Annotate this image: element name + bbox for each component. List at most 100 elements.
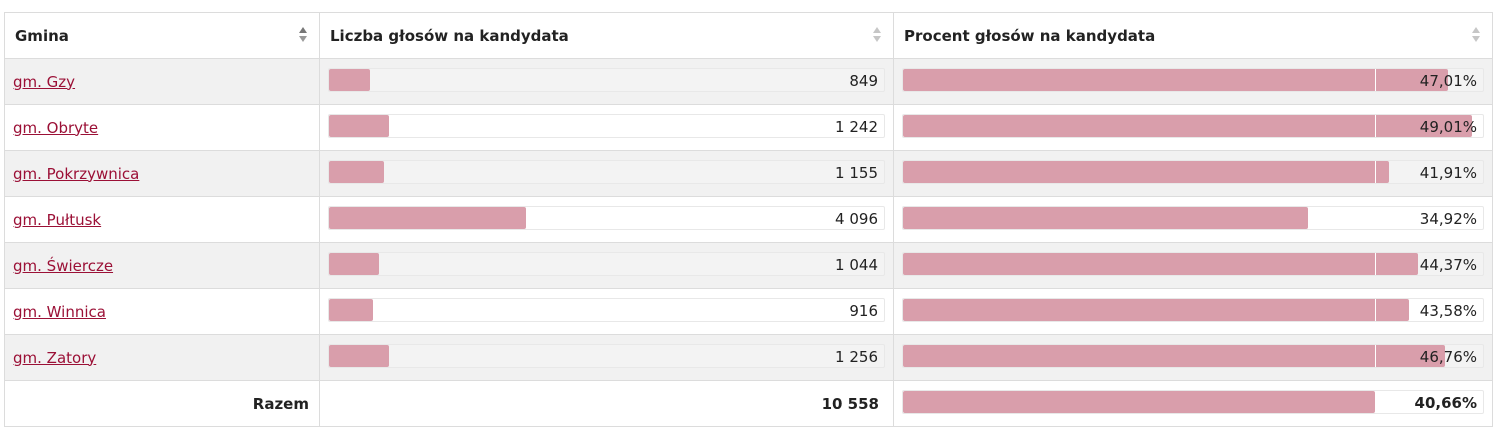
gmina-link[interactable]: gm. Pułtusk: [13, 210, 102, 229]
votes-cell: 849: [319, 58, 894, 105]
percent-value: 41,91%: [1419, 164, 1477, 182]
percent-bar: 47,01%: [902, 68, 1484, 92]
percent-cell: 34,92%: [893, 196, 1493, 243]
votes-value: 1 155: [835, 164, 878, 182]
percent-cell: 43,58%: [893, 288, 1493, 335]
percent-value: 44,37%: [1419, 256, 1477, 274]
percent-bar-fill: [903, 161, 1390, 183]
votes-bar: 4 096: [328, 206, 885, 230]
percent-value: 46,76%: [1419, 348, 1477, 366]
votes-bar-fill: [329, 253, 380, 275]
reference-marker: [1374, 345, 1376, 367]
percent-value: 34,92%: [1419, 210, 1477, 228]
table-body: gm. Gzy 849 47,01% gm. Obryte 1 242 49,01% gm.…: [4, 58, 1493, 381]
percent-bar: 49,01%: [902, 114, 1484, 138]
votes-value: 1 044: [835, 256, 878, 274]
gmina-link[interactable]: gm. Pokrzywnica: [13, 164, 140, 183]
percent-bar-fill: [903, 345, 1446, 367]
gmina-link[interactable]: gm. Winnica: [13, 302, 106, 321]
gmina-link[interactable]: gm. Zatory: [13, 348, 97, 367]
votes-bar-fill: [329, 161, 385, 183]
percent-value: 43,58%: [1419, 302, 1477, 320]
total-votes: 10 558: [319, 380, 894, 427]
votes-bar: 1 256: [328, 344, 885, 368]
percent-value: 49,01%: [1419, 118, 1477, 136]
table-header-row: Gmina Liczba głosów na kandydata Procent…: [4, 12, 1493, 59]
gmina-cell: gm. Winnica: [4, 288, 320, 335]
votes-value: 916: [849, 302, 878, 320]
table-row: gm. Obryte 1 242 49,01%: [4, 104, 1493, 151]
gmina-cell: gm. Świercze: [4, 242, 320, 289]
percent-bar: 43,58%: [902, 298, 1484, 322]
votes-cell: 1 155: [319, 150, 894, 197]
percent-bar: 41,91%: [902, 160, 1484, 184]
percent-bar: 44,37%: [902, 252, 1484, 276]
reference-marker: [1374, 207, 1376, 229]
percent-value: 47,01%: [1419, 72, 1477, 90]
votes-cell: 916: [319, 288, 894, 335]
votes-cell: 4 096: [319, 196, 894, 243]
percent-bar-fill: [903, 299, 1409, 321]
reference-marker: [1374, 253, 1376, 275]
column-header-votes[interactable]: Liczba głosów na kandydata: [319, 12, 894, 59]
votes-bar: 1 044: [328, 252, 885, 276]
column-header-votes-label: Liczba głosów na kandydata: [330, 26, 569, 45]
sort-icon[interactable]: [1472, 27, 1480, 45]
percent-cell: 44,37%: [893, 242, 1493, 289]
votes-cell: 1 044: [319, 242, 894, 289]
total-row: Razem 10 558 40,66%: [4, 380, 1493, 427]
total-label: Razem: [4, 380, 320, 427]
votes-bar: 849: [328, 68, 885, 92]
gmina-cell: gm. Obryte: [4, 104, 320, 151]
votes-bar-fill: [329, 69, 370, 91]
table-row: gm. Zatory 1 256 46,76%: [4, 334, 1493, 381]
votes-bar-fill: [329, 115, 389, 137]
results-table-container: Gmina Liczba głosów na kandydata Procent…: [4, 12, 1493, 427]
column-header-percent-label: Procent głosów na kandydata: [904, 26, 1156, 45]
percent-bar-fill: [903, 253, 1418, 275]
votes-value: 849: [849, 72, 878, 90]
reference-marker: [1374, 115, 1376, 137]
gmina-cell: gm. Gzy: [4, 58, 320, 105]
percent-bar-fill: [903, 207, 1309, 229]
reference-marker: [1374, 299, 1376, 321]
sort-icon[interactable]: [299, 27, 307, 45]
reference-marker: [1374, 69, 1376, 91]
gmina-link[interactable]: gm. Świercze: [13, 256, 114, 275]
percent-bar-fill: [903, 115, 1472, 137]
votes-bar-fill: [329, 207, 526, 229]
votes-cell: 1 242: [319, 104, 894, 151]
table-row: gm. Pułtusk 4 096 34,92%: [4, 196, 1493, 243]
votes-bar: 916: [328, 298, 885, 322]
votes-bar: 1 155: [328, 160, 885, 184]
percent-bar-fill: [903, 69, 1449, 91]
percent-cell: 46,76%: [893, 334, 1493, 381]
votes-value: 1 256: [835, 348, 878, 366]
gmina-link[interactable]: gm. Gzy: [13, 72, 76, 91]
sort-icon[interactable]: [873, 27, 881, 45]
gmina-cell: gm. Zatory: [4, 334, 320, 381]
gmina-cell: gm. Pułtusk: [4, 196, 320, 243]
percent-bar: 46,76%: [902, 344, 1484, 368]
percent-cell: 47,01%: [893, 58, 1493, 105]
column-header-percent[interactable]: Procent głosów na kandydata: [893, 12, 1493, 59]
votes-bar: 1 242: [328, 114, 885, 138]
table-row: gm. Gzy 849 47,01%: [4, 58, 1493, 105]
votes-cell: 1 256: [319, 334, 894, 381]
percent-bar: 34,92%: [902, 206, 1484, 230]
total-percent-bar-fill: [903, 391, 1375, 413]
results-table: Gmina Liczba głosów na kandydata Procent…: [4, 12, 1493, 427]
gmina-cell: gm. Pokrzywnica: [4, 150, 320, 197]
percent-cell: 41,91%: [893, 150, 1493, 197]
total-percent-bar: 40,66%: [902, 390, 1484, 414]
votes-bar-fill: [329, 345, 390, 367]
column-header-gmina[interactable]: Gmina: [4, 12, 320, 59]
table-row: gm. Winnica 916 43,58%: [4, 288, 1493, 335]
total-percent-value: 40,66%: [1414, 394, 1477, 412]
votes-value: 4 096: [835, 210, 878, 228]
table-row: gm. Świercze 1 044 44,37%: [4, 242, 1493, 289]
gmina-link[interactable]: gm. Obryte: [13, 118, 99, 137]
votes-value: 1 242: [835, 118, 878, 136]
total-percent-cell: 40,66%: [893, 380, 1493, 427]
votes-bar-fill: [329, 299, 373, 321]
